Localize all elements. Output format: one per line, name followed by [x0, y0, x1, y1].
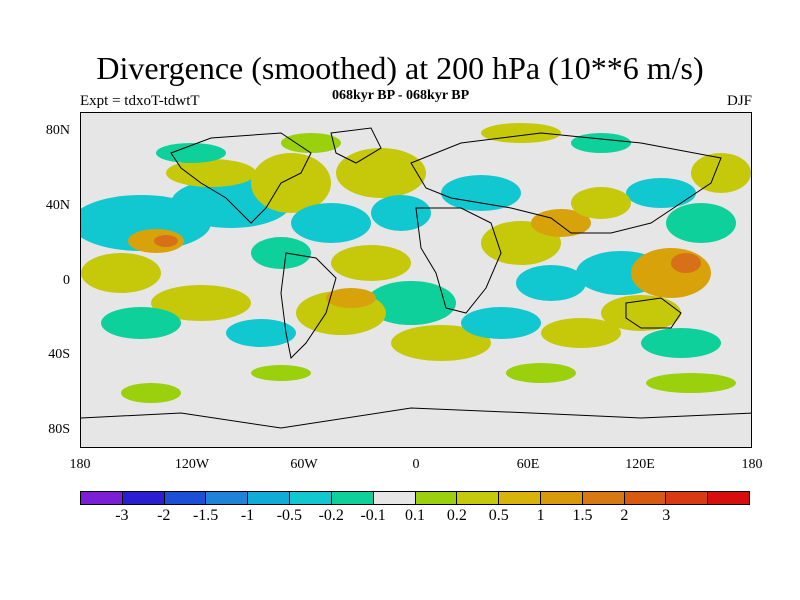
- lat-label-80n: 80N: [45, 123, 70, 138]
- divergence-region: [331, 245, 411, 281]
- lat-label-40n: 40N: [45, 198, 70, 213]
- experiment-label: Expt = tdxoT-tdwtT: [80, 93, 200, 109]
- divergence-region: [481, 123, 561, 143]
- lon-label-180w: 180: [69, 457, 91, 472]
- divergence-region: [291, 203, 371, 243]
- divergence-region: [641, 328, 721, 358]
- coastline: [170, 132, 312, 224]
- divergence-region: [336, 148, 426, 198]
- lat-label-0: 0: [63, 273, 70, 288]
- colorbar-box: [122, 492, 165, 504]
- divergence-region: [506, 363, 576, 383]
- divergence-region: [81, 253, 161, 293]
- colorbar-label: 0.5: [488, 507, 509, 524]
- divergence-region: [646, 373, 736, 393]
- lon-label-120e: 120E: [625, 457, 655, 472]
- divergence-region: [156, 143, 226, 163]
- divergence-region: [391, 325, 491, 361]
- divergence-map: [81, 113, 751, 447]
- colorbar-label: -2: [157, 507, 171, 524]
- divergence-region: [371, 195, 431, 231]
- coastline-layer: [81, 127, 751, 429]
- map-panel: [80, 112, 752, 448]
- lon-label-60e: 60E: [516, 457, 540, 472]
- divergence-region: [251, 153, 331, 213]
- colorbar-label: 1: [536, 507, 545, 524]
- colorbar-box: [164, 492, 207, 504]
- coastline: [81, 407, 751, 429]
- divergence-region: [151, 285, 251, 321]
- season-label: DJF: [726, 93, 752, 109]
- colorbar-box: [582, 492, 625, 504]
- divergence-region: [461, 307, 541, 339]
- coastline: [415, 207, 502, 314]
- colorbar-box: [624, 492, 667, 504]
- coastline: [330, 127, 382, 164]
- colorbar-box: [540, 492, 583, 504]
- divergence-region: [121, 383, 181, 403]
- map-title: Divergence (smoothed) at 200 hPa (10**6 …: [96, 50, 704, 86]
- period-label: 068kyr BP - 068kyr BP: [332, 88, 470, 103]
- colorbar-label: 1.5: [572, 507, 593, 524]
- colorbar-box: [666, 492, 709, 504]
- colorbar-label: 0.1: [405, 507, 425, 524]
- lon-label-60w: 60W: [290, 457, 318, 472]
- divergence-region: [626, 178, 696, 208]
- colorbar-label: -0.1: [360, 507, 386, 524]
- colorbar-box: [708, 492, 749, 504]
- lon-label-0: 0: [412, 457, 420, 472]
- coastline: [410, 132, 722, 234]
- colorbar-label: -0.2: [318, 507, 344, 524]
- coastline: [625, 297, 682, 329]
- divergence-region: [101, 307, 181, 339]
- colorbar-label: -3: [115, 507, 129, 524]
- colorbar-box: [373, 492, 416, 504]
- colorbar-label: -1.5: [192, 507, 219, 524]
- colorbar-box: [457, 492, 500, 504]
- lon-label-180e: 180: [741, 457, 763, 472]
- lat-label-40s: 40S: [48, 347, 70, 362]
- colorbar-label: 3: [662, 507, 671, 524]
- divergence-field-layer: [81, 123, 751, 403]
- divergence-region: [516, 265, 586, 301]
- colorbar-label: -0.5: [276, 507, 303, 524]
- divergence-region: [366, 281, 456, 325]
- divergence-region: [691, 153, 751, 193]
- divergence-region: [671, 253, 701, 273]
- divergence-region: [441, 175, 521, 211]
- divergence-region: [251, 365, 311, 381]
- colorbar-label: -1: [240, 507, 255, 524]
- colorbar-label: 0.2: [446, 507, 467, 524]
- lon-label-120w: 120W: [174, 457, 210, 472]
- lat-label-80s: 80S: [48, 422, 70, 437]
- divergence-region: [281, 133, 341, 153]
- divergence-region: [154, 235, 178, 247]
- divergence-region: [631, 248, 711, 298]
- divergence-region: [601, 295, 681, 331]
- divergence-region: [571, 133, 631, 153]
- divergence-region: [571, 187, 631, 219]
- colorbar: [80, 491, 750, 505]
- colorbar-box: [290, 492, 332, 504]
- divergence-region: [326, 288, 376, 308]
- divergence-region: [251, 237, 311, 269]
- divergence-region: [666, 203, 736, 243]
- colorbar-box: [248, 492, 291, 504]
- colorbar-box: [415, 492, 458, 504]
- coastline: [280, 252, 337, 360]
- divergence-region: [541, 318, 621, 348]
- colorbar-box: [331, 492, 374, 504]
- colorbar-box: [81, 492, 123, 504]
- colorbar-box: [206, 492, 249, 504]
- divergence-region: [226, 319, 296, 347]
- divergence-region: [166, 159, 256, 187]
- colorbar-label: 2: [620, 507, 629, 524]
- colorbar-box: [499, 492, 541, 504]
- divergence-region: [531, 209, 591, 237]
